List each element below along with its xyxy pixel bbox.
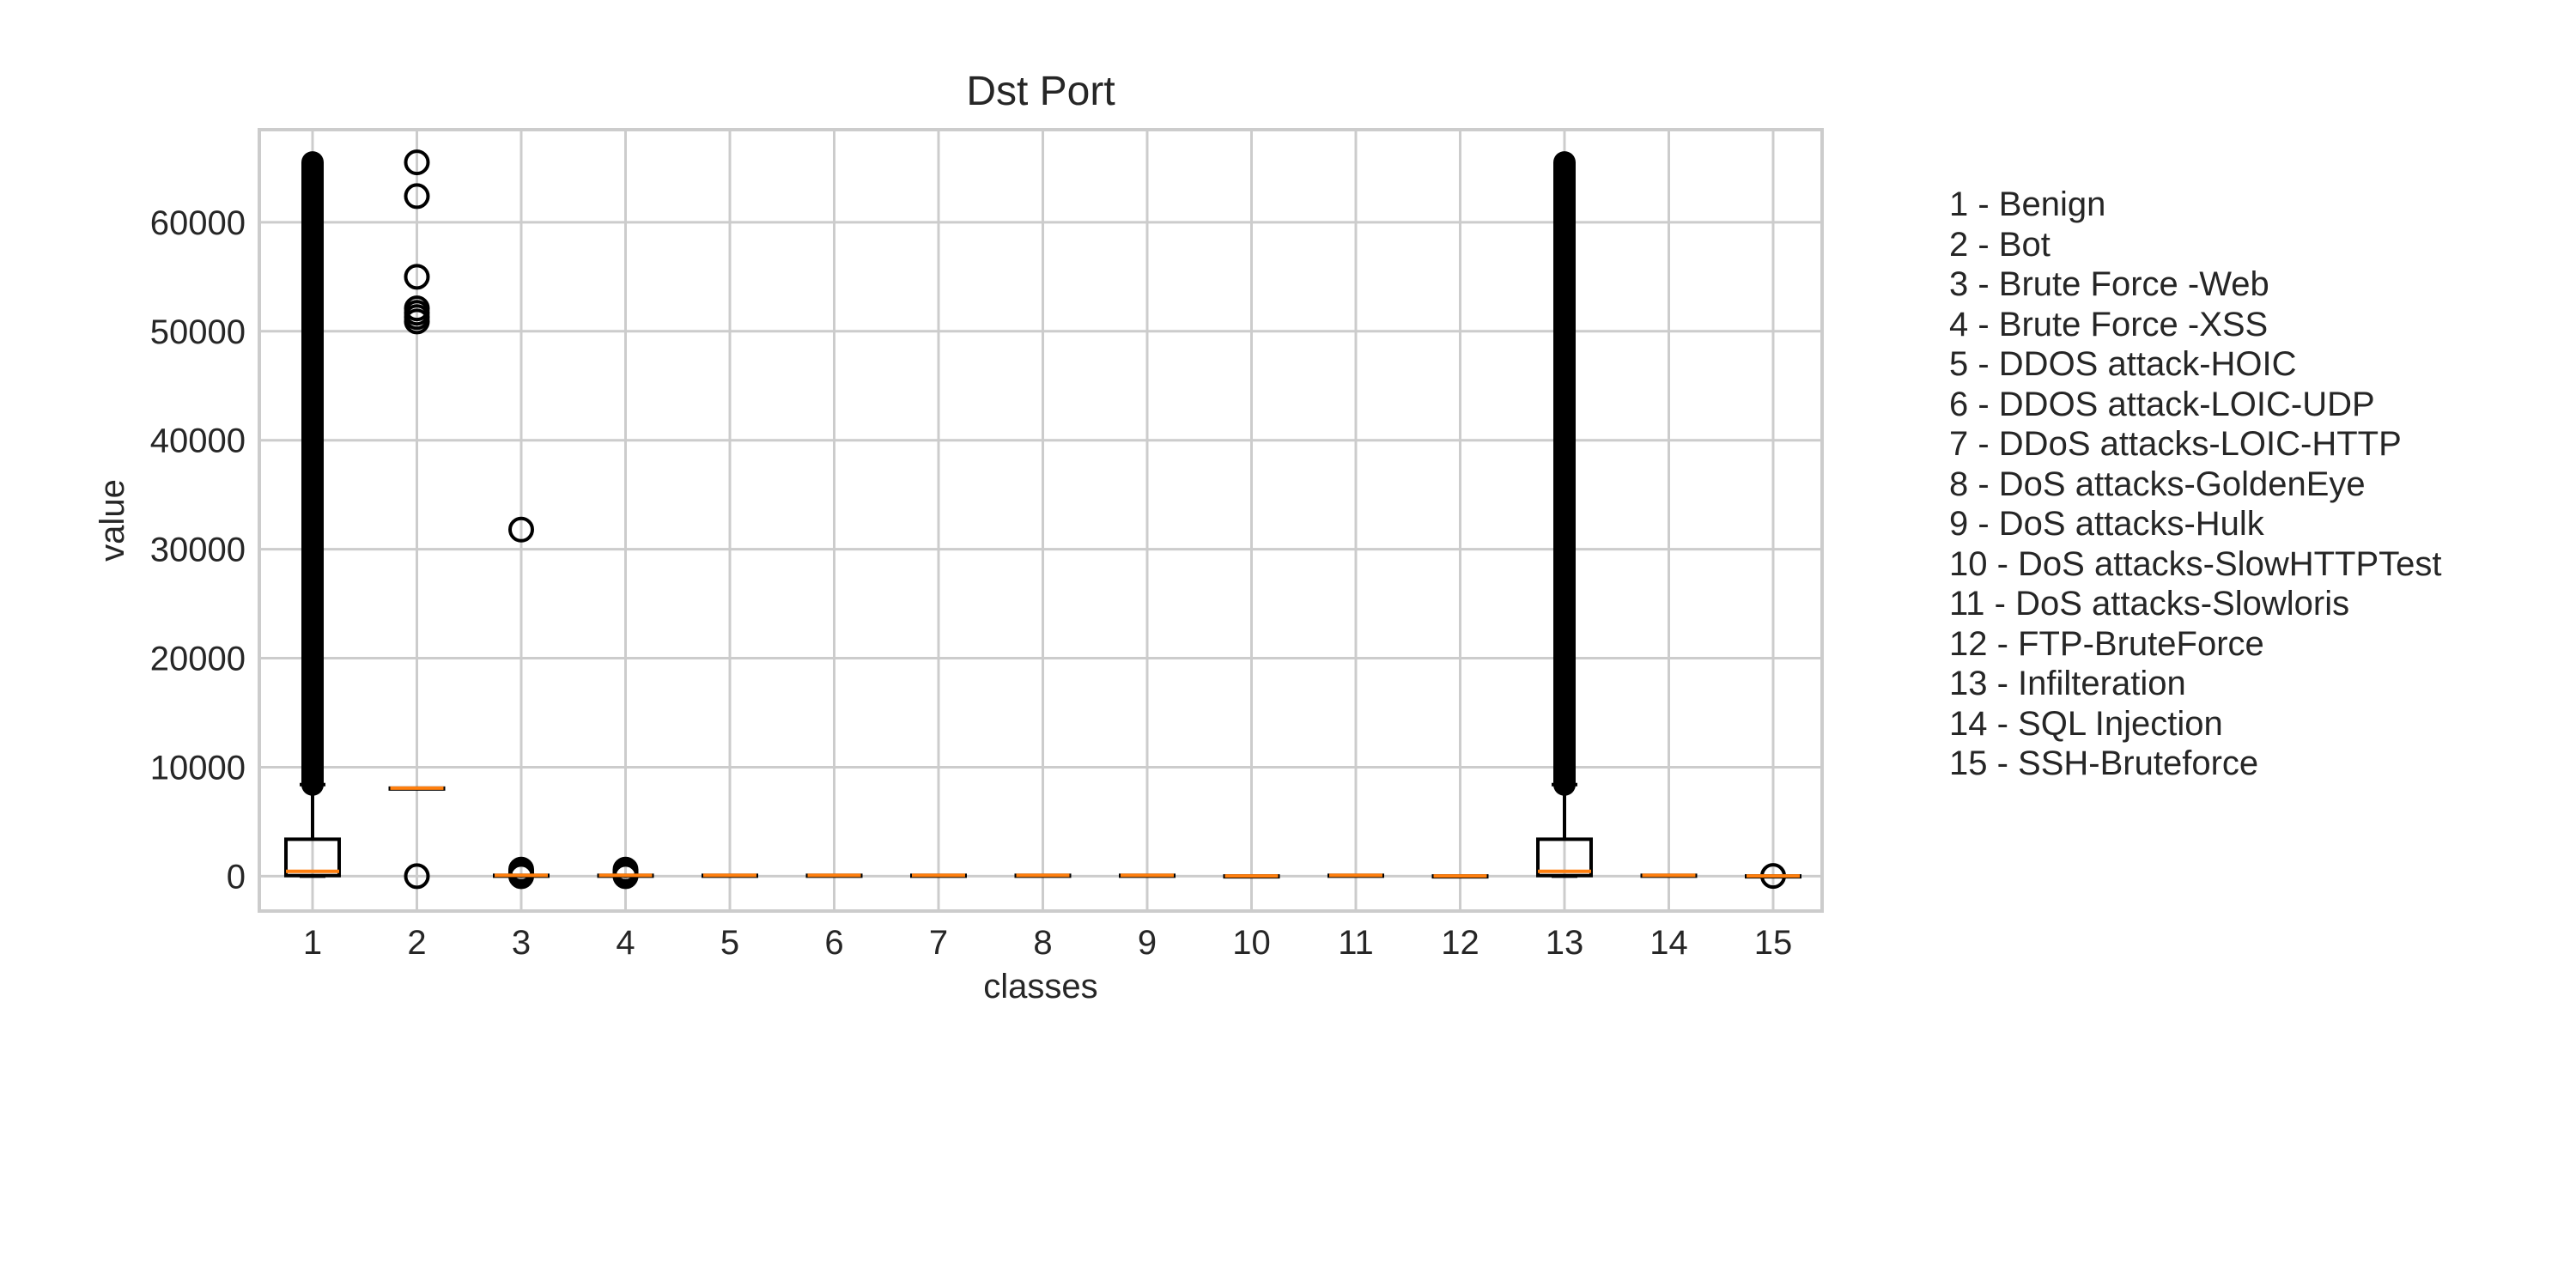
- outlier-point: [404, 863, 430, 890]
- box-class-11: [1327, 873, 1384, 878]
- y-tick-label: 20000: [150, 641, 246, 678]
- x-tick-label: 5: [720, 924, 739, 962]
- x-tick-label: 1: [303, 924, 322, 962]
- box-class-12: [1431, 874, 1489, 879]
- outlier-point: [508, 516, 534, 543]
- x-tick-label: 9: [1138, 924, 1157, 962]
- legend-item: 12 - FTP-BruteForce: [1949, 624, 2264, 663]
- x-tick-label: 13: [1546, 924, 1584, 962]
- box-class-3: [493, 516, 550, 890]
- box-class-2: [388, 149, 446, 890]
- outlier-point: [508, 856, 534, 883]
- box-iqr: [1536, 837, 1593, 878]
- outlier-point: [404, 149, 430, 176]
- y-axis-label: value: [94, 479, 131, 562]
- legend-item: 10 - DoS attacks-SlowHTTPTest: [1949, 544, 2442, 583]
- box-class-14: [1640, 873, 1698, 878]
- x-tick-label: 8: [1033, 924, 1052, 962]
- legend-item: 2 - Bot: [1949, 225, 2050, 264]
- box-class-10: [1223, 874, 1280, 879]
- box-iqr: [284, 837, 341, 878]
- outlier-point: [404, 183, 430, 210]
- x-tick-label: 10: [1232, 924, 1271, 962]
- class-legend: 1 - Benign 2 - Bot 3 - Brute Force -Web 4 -…: [1949, 185, 2442, 784]
- outlier-cluster: [301, 151, 324, 796]
- legend-item: 3 - Brute Force -Web: [1949, 265, 2269, 303]
- outlier-point: [404, 264, 430, 290]
- box-class-7: [910, 873, 967, 878]
- legend-item: 13 - Infilteration: [1949, 665, 2186, 702]
- legend-item: 5 - DDOS attack-HOIC: [1949, 345, 2297, 383]
- x-tick-label: 11: [1338, 924, 1374, 962]
- y-tick-label: 10000: [150, 749, 246, 787]
- x-tick-label: 2: [407, 924, 426, 962]
- chart-title: Dst Port: [966, 69, 1115, 114]
- x-tick-label: 4: [616, 924, 635, 962]
- legend-item: 4 - Brute Force -XSS: [1949, 305, 2269, 343]
- legend-item: 7 - DDoS attacks-LOIC-HTTP: [1949, 425, 2402, 463]
- x-axis-label: classes: [983, 968, 1097, 1005]
- box-series: [284, 149, 1801, 890]
- y-tick-label: 30000: [150, 532, 246, 569]
- x-tick-label: 15: [1754, 924, 1793, 962]
- box-class-15: [1745, 863, 1801, 890]
- box-class-1: [284, 151, 341, 878]
- x-tick-label: 6: [824, 924, 843, 962]
- box-class-13: [1536, 151, 1593, 878]
- x-tick-label: 12: [1441, 924, 1479, 962]
- legend-item: 9 - DoS attacks-Hulk: [1949, 505, 2264, 543]
- plot-frame: [258, 128, 1824, 913]
- x-tick-label: 7: [929, 924, 948, 962]
- legend-item: 1 - Benign: [1949, 185, 2106, 223]
- legend-item: 6 - DDOS attack-LOIC-UDP: [1949, 385, 2375, 423]
- outlier-point: [612, 856, 639, 883]
- x-tick-label: 3: [512, 924, 531, 962]
- y-tick-label: 0: [227, 858, 246, 896]
- outlier-point: [404, 295, 430, 322]
- y-tick-label: 40000: [150, 422, 246, 460]
- y-tick-label: 60000: [150, 204, 246, 242]
- legend-item: 11 - DoS attacks-Slowloris: [1949, 585, 2350, 623]
- grid-lines: [259, 130, 1822, 911]
- box-class-5: [702, 873, 758, 878]
- y-tick-label: 50000: [150, 313, 246, 351]
- box-class-4: [597, 856, 654, 890]
- legend-item: 8 - DoS attacks-GoldenEye: [1949, 465, 2366, 503]
- outlier-cluster: [1553, 151, 1576, 796]
- legend-item: 14 - SQL Injection: [1949, 704, 2223, 743]
- legend-item: 15 - SSH-Bruteforce: [1949, 744, 2259, 782]
- box-class-9: [1119, 873, 1176, 878]
- box-class-6: [805, 873, 863, 878]
- x-tick-label: 14: [1649, 924, 1688, 962]
- box-class-8: [1014, 873, 1072, 878]
